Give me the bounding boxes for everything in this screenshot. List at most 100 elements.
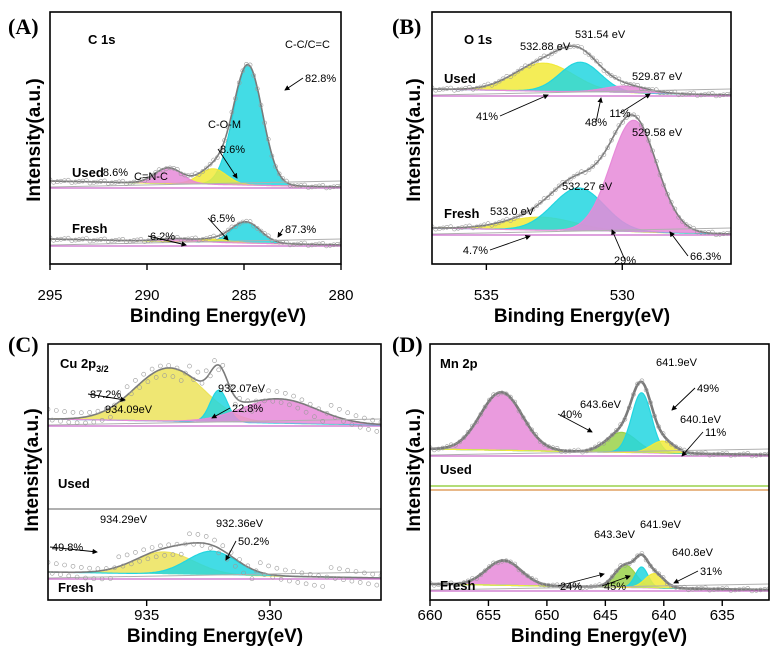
raw-point xyxy=(530,206,536,212)
raw-point xyxy=(265,233,271,239)
peak-pct: 29% xyxy=(614,255,636,267)
raw-point xyxy=(349,578,355,584)
raw-point xyxy=(95,566,101,572)
raw-point xyxy=(193,171,198,176)
raw-point xyxy=(65,177,71,183)
peak-fill xyxy=(430,392,769,455)
raw-point xyxy=(465,429,471,435)
raw-point xyxy=(474,419,479,425)
raw-point xyxy=(166,363,171,368)
raw-point xyxy=(216,367,221,373)
raw-point xyxy=(489,83,495,88)
raw-point xyxy=(567,584,573,589)
raw-point xyxy=(669,441,674,447)
panel-label: (C) xyxy=(8,332,39,357)
raw-point xyxy=(316,406,321,412)
peak-label: 932.36eV xyxy=(216,518,264,530)
raw-point xyxy=(87,410,92,415)
raw-point xyxy=(228,383,234,389)
raw-point xyxy=(203,534,209,539)
baseline xyxy=(50,238,341,246)
raw-point xyxy=(240,68,246,73)
raw-point xyxy=(131,238,136,243)
peak-fill xyxy=(432,188,731,234)
raw-point xyxy=(465,578,471,584)
peak-label: 641.9eV xyxy=(640,519,682,531)
raw-point xyxy=(622,416,628,422)
annotation-arrow xyxy=(277,228,284,238)
annotation-arrow xyxy=(601,574,631,587)
peak-label: 532.88 eV xyxy=(520,41,571,53)
raw-point xyxy=(545,54,551,59)
raw-point xyxy=(113,180,118,185)
raw-point xyxy=(113,238,118,243)
raw-point xyxy=(91,576,97,582)
raw-point xyxy=(58,572,63,577)
raw-point xyxy=(519,66,525,71)
raw-point xyxy=(129,561,134,567)
raw-point xyxy=(203,368,209,374)
raw-point xyxy=(254,226,260,231)
sample-fresh xyxy=(50,218,341,249)
annotation-arrow xyxy=(671,387,696,411)
raw-point xyxy=(73,179,78,185)
raw-point xyxy=(609,138,614,143)
raw-point xyxy=(208,545,213,551)
raw-point xyxy=(374,429,380,434)
raw-point xyxy=(601,583,607,588)
raw-point xyxy=(225,227,231,233)
raw-point xyxy=(690,586,696,592)
raw-point xyxy=(149,366,155,372)
raw-point xyxy=(612,75,618,80)
raw-point xyxy=(124,384,130,390)
raw-point xyxy=(366,427,371,432)
raw-point xyxy=(320,241,326,246)
raw-point xyxy=(691,225,696,231)
raw-point xyxy=(758,587,763,593)
raw-point xyxy=(485,221,491,226)
raw-point xyxy=(320,418,326,424)
core-level-title: O 1s xyxy=(464,32,492,47)
raw-point xyxy=(249,408,255,414)
peak-fill xyxy=(432,120,731,234)
peak-pct: 66.3% xyxy=(690,251,721,263)
raw-point xyxy=(162,373,167,378)
annotation-arrow xyxy=(87,393,126,402)
raw-point xyxy=(183,370,188,376)
raw-point xyxy=(745,451,751,456)
envelope-line xyxy=(48,541,381,579)
raw-point xyxy=(430,445,433,450)
raw-point xyxy=(549,51,554,57)
raw-point xyxy=(525,573,530,579)
raw-point xyxy=(191,377,196,382)
raw-point xyxy=(204,165,209,171)
raw-point xyxy=(626,405,632,411)
sample-label: Fresh xyxy=(440,578,475,593)
raw-point xyxy=(614,428,619,433)
sample-fresh xyxy=(430,551,769,594)
raw-point xyxy=(529,575,535,581)
peak-label: 529.58 eV xyxy=(632,127,683,139)
raw-point xyxy=(609,73,614,78)
peak-label: 934.09eV xyxy=(105,404,153,416)
raw-point xyxy=(141,371,146,377)
raw-point xyxy=(187,531,192,537)
raw-point xyxy=(178,551,184,557)
raw-point xyxy=(605,70,611,76)
raw-point xyxy=(652,568,657,573)
peak-pct: 87.3% xyxy=(285,224,316,236)
raw-point xyxy=(338,183,341,189)
raw-point xyxy=(745,586,751,591)
x-tick-label: 290 xyxy=(134,287,159,304)
raw-point xyxy=(79,565,84,570)
raw-point xyxy=(316,183,322,189)
raw-point xyxy=(635,83,640,88)
peak-label: 640.8eV xyxy=(672,547,714,559)
raw-point xyxy=(270,574,276,580)
raw-point xyxy=(728,91,731,97)
raw-point xyxy=(736,587,742,592)
raw-point xyxy=(571,174,577,179)
raw-point xyxy=(650,148,655,154)
sample-used xyxy=(50,62,341,191)
envelope-line xyxy=(48,364,381,426)
